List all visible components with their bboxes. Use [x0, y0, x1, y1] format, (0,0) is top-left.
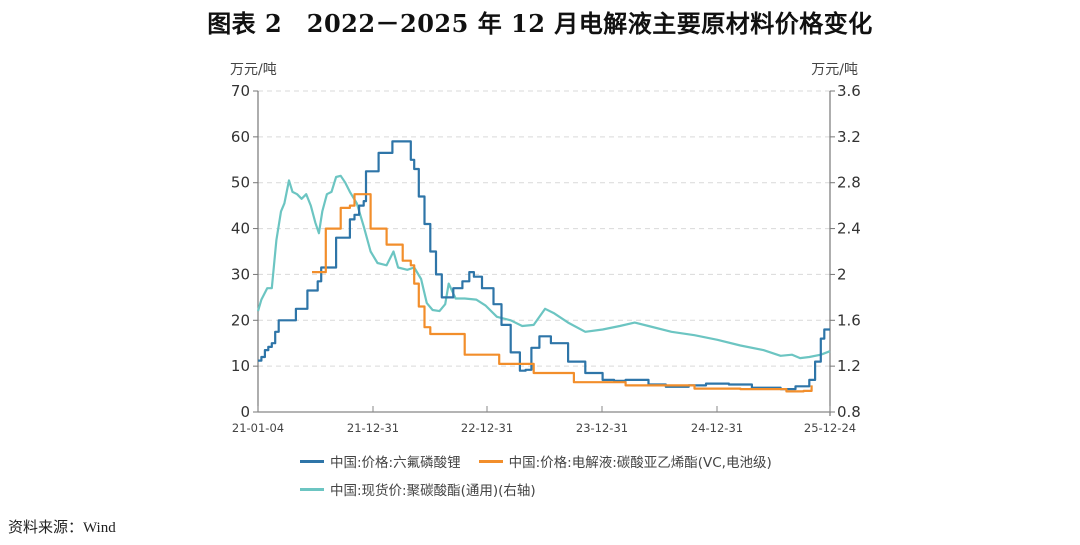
right-tick-label: 3.2: [837, 128, 861, 146]
left-tick-label: 10: [231, 357, 250, 375]
x-tick-label: 22-12-31: [461, 421, 513, 435]
x-tick-label: 23-12-31: [576, 421, 628, 435]
legend-swatch-lipf6: [300, 459, 324, 463]
left-tick-label: 0: [240, 403, 250, 421]
source-note: 资料来源：Wind: [8, 520, 116, 536]
legend-label-pc: 中国:现货价:聚碳酸酯(通用)(右轴): [330, 483, 536, 499]
legend-item-pc[interactable]: 中国:现货价:聚碳酸酯(通用)(右轴): [300, 479, 536, 499]
left-tick-label: 30: [231, 265, 250, 283]
legend-label-vc: 中国:价格:电解液:碳酸亚乙烯酯(VC,电池级): [508, 455, 772, 471]
x-tick-label: 21-01-04: [232, 421, 284, 435]
left-tick-label: 40: [231, 220, 250, 238]
right-tick-label: 2.4: [837, 220, 861, 238]
chart-title: 图表 2 2022－2025 年 12 月电解液主要原材料价格变化: [207, 9, 873, 38]
left-tick-label: 50: [231, 174, 250, 192]
x-tick-label: 25-12-24: [804, 421, 856, 435]
legend-swatch-pc: [300, 487, 324, 491]
right-tick-label: 2: [837, 265, 847, 283]
legend-item-lipf6[interactable]: 中国:价格:六氟磷酸锂: [300, 451, 461, 471]
series-line-0: [258, 140, 830, 391]
legend-item-vc[interactable]: 中国:价格:电解液:碳酸亚乙烯酯(VC,电池级): [478, 451, 772, 471]
legend: 中国:价格:六氟磷酸锂 中国:价格:电解液:碳酸亚乙烯酯(VC,电池级) 中国:…: [300, 447, 790, 503]
right-tick-label: 1.6: [837, 311, 861, 329]
left-tick-label: 60: [231, 128, 250, 146]
left-tick-label: 20: [231, 311, 250, 329]
right-tick-label: 3.6: [837, 82, 861, 100]
series-line-1: [312, 193, 813, 393]
legend-label-lipf6: 中国:价格:六氟磷酸锂: [330, 455, 461, 471]
x-tick-label: 24-12-31: [691, 421, 743, 435]
left-axis-unit: 万元/吨: [230, 62, 277, 78]
x-tick-label: 21-12-31: [347, 421, 399, 435]
legend-swatch-vc: [478, 459, 503, 463]
right-axis-unit: 万元/吨: [811, 62, 858, 78]
left-tick-label: 70: [231, 82, 250, 100]
right-tick-label: 0.8: [837, 403, 861, 421]
series-line-2: [256, 174, 831, 360]
right-tick-label: 2.8: [837, 174, 861, 192]
right-tick-label: 1.2: [837, 357, 861, 375]
